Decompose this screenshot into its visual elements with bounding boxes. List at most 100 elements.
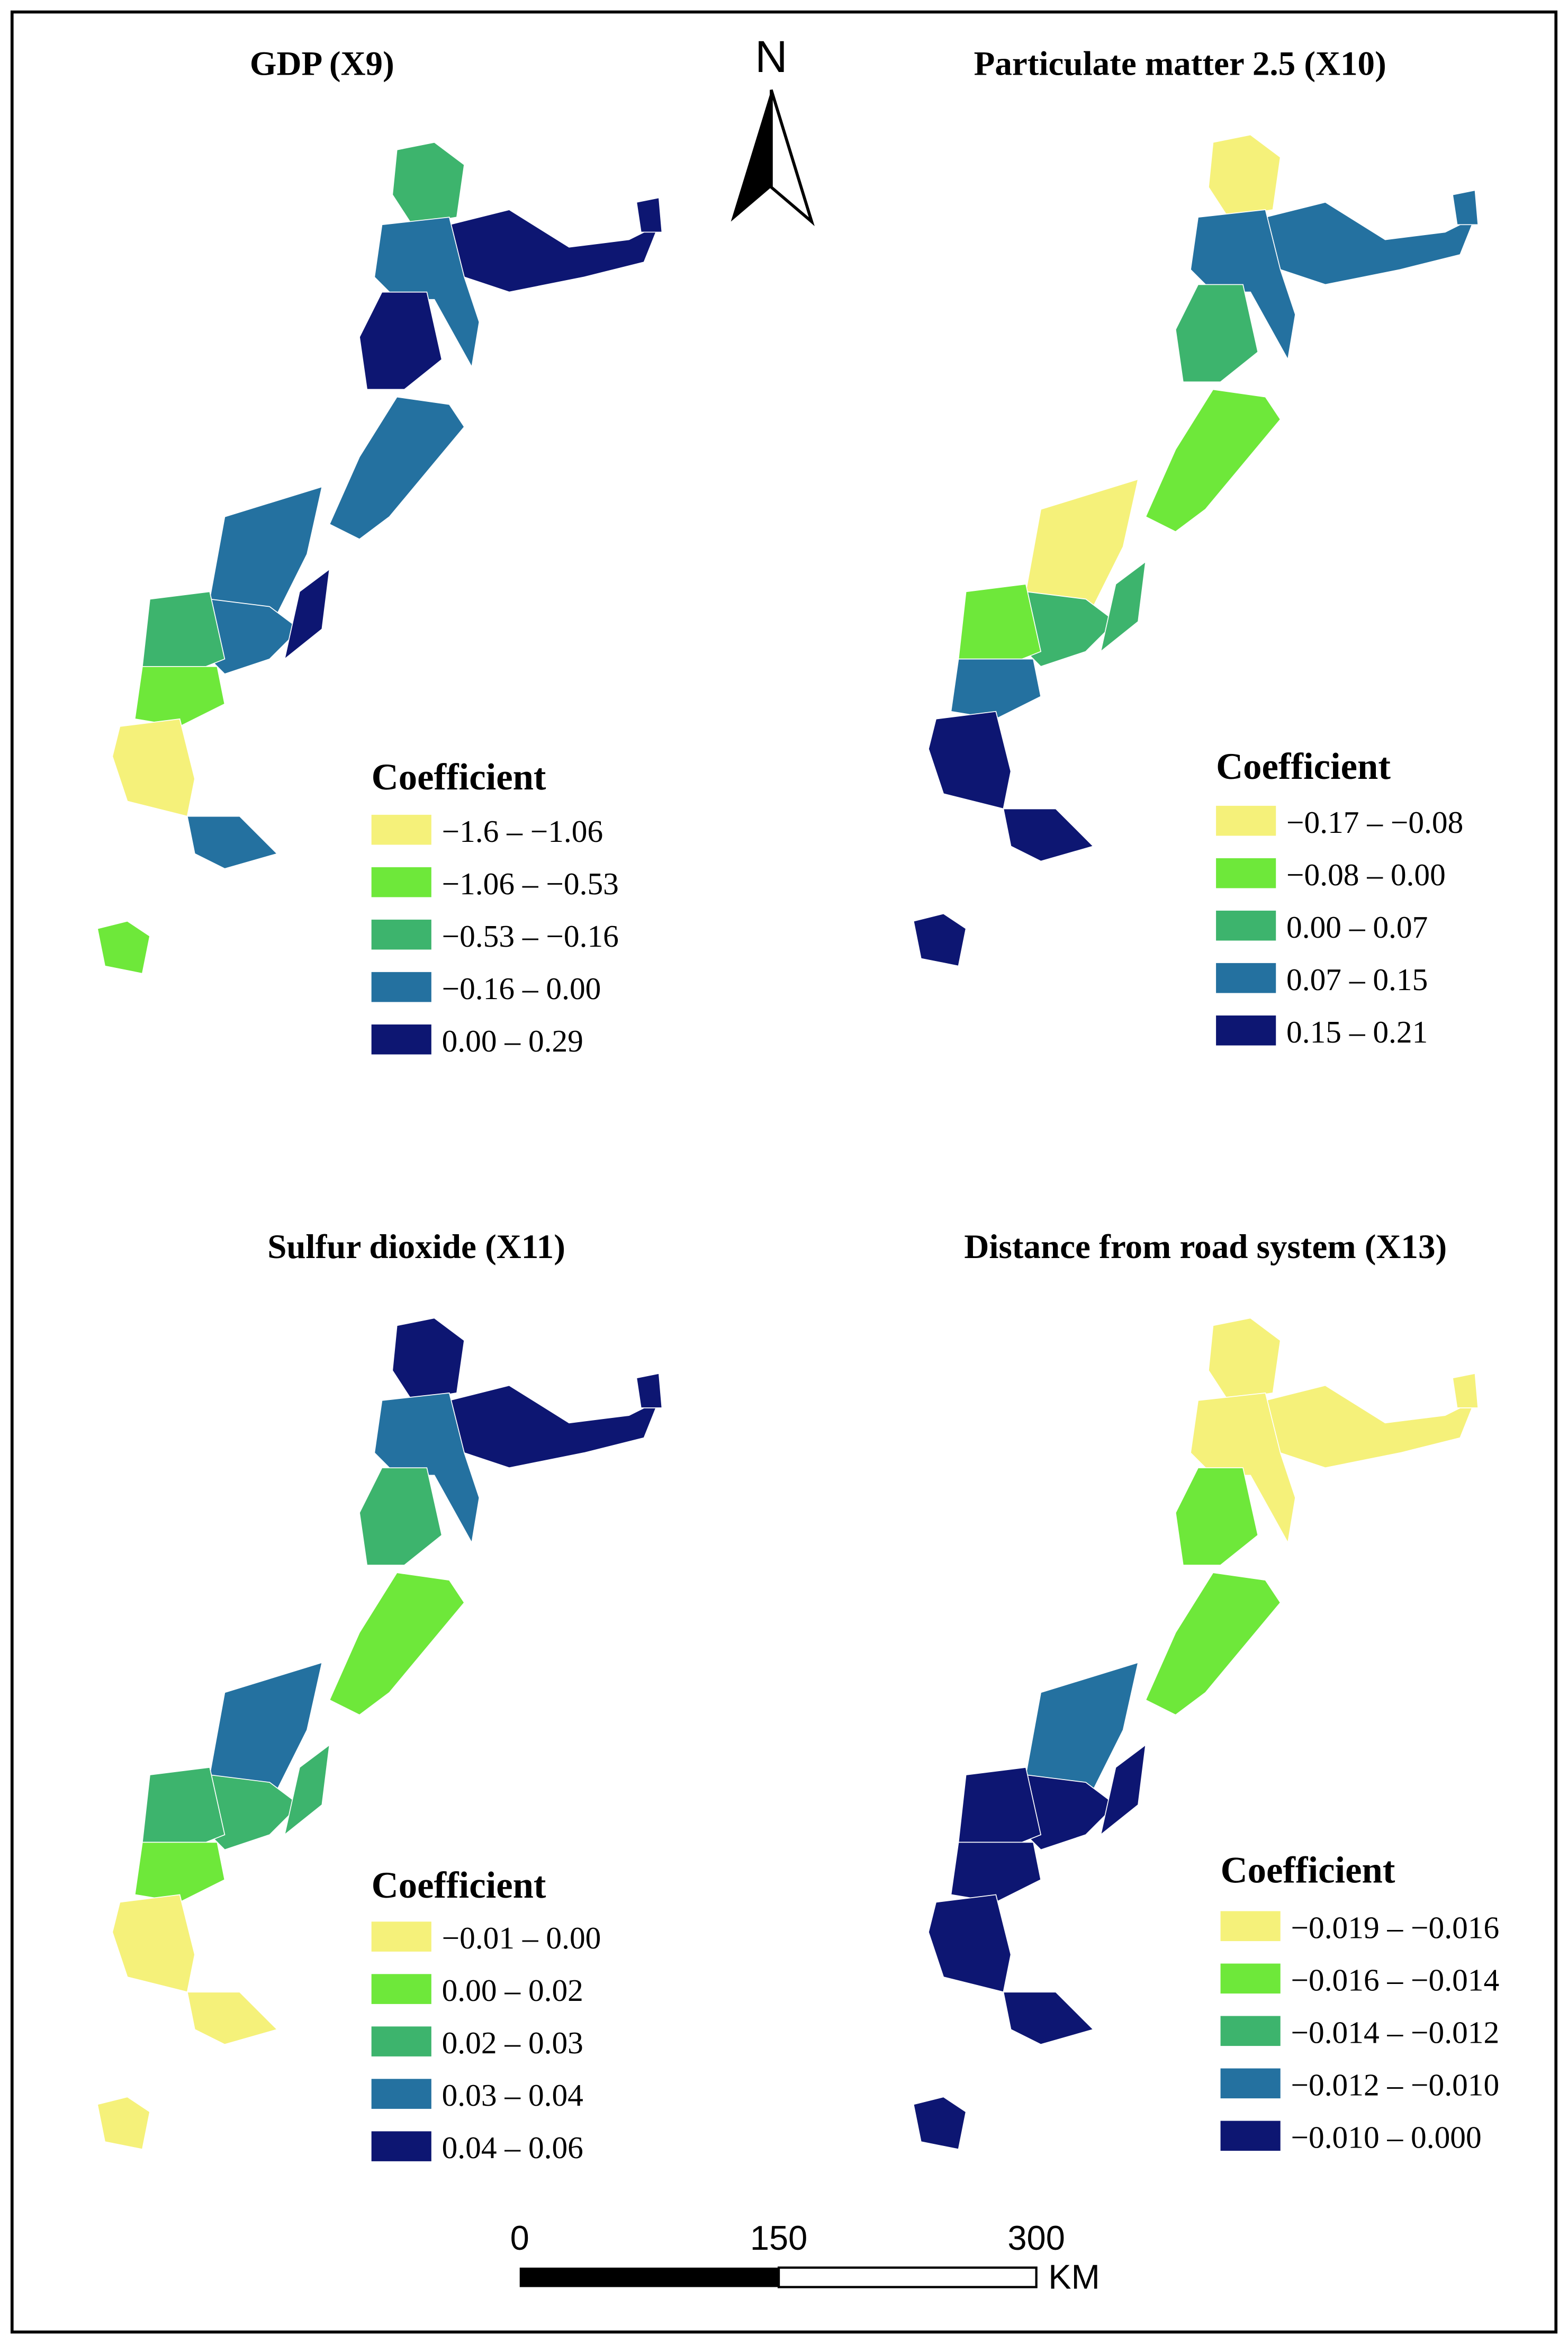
region	[134, 1842, 226, 1903]
legend-label: 0.02 – 0.03	[442, 2025, 583, 2060]
region	[186, 815, 278, 869]
region	[950, 1842, 1042, 1903]
region	[950, 658, 1042, 720]
legend-swatch	[1216, 910, 1276, 941]
frame	[10, 10, 1558, 2334]
legend-label: 0.04 – 0.06	[442, 2130, 583, 2165]
legend-title: Coefficient	[1216, 746, 1391, 787]
region	[1265, 201, 1476, 285]
region	[141, 1766, 226, 1851]
legend-label: 0.15 – 0.21	[1286, 1014, 1428, 1049]
legend-swatch	[371, 919, 431, 950]
legend-swatch	[1220, 2016, 1281, 2046]
legend-title: Coefficient	[372, 757, 546, 798]
legend-label: −0.016 – −0.014	[1291, 1962, 1500, 1997]
region	[1100, 560, 1147, 653]
legend-label: −0.53 – −0.16	[442, 919, 619, 954]
panel-title: Distance from road system (X13)	[964, 1228, 1447, 1266]
legend-swatch	[1220, 2068, 1281, 2099]
region	[1003, 1991, 1094, 2045]
legend-label: −0.16 – 0.00	[442, 971, 601, 1006]
region	[392, 141, 465, 226]
legend-label: −0.01 – 0.00	[442, 1920, 601, 1955]
region	[1175, 1467, 1259, 1566]
legend-label: 0.00 – 0.02	[442, 1973, 583, 2008]
region	[1175, 284, 1259, 383]
region	[329, 1572, 465, 1716]
region	[1452, 190, 1479, 226]
north-label: N	[755, 31, 787, 82]
map	[97, 141, 663, 974]
region	[448, 209, 660, 293]
legend-label: 0.03 – 0.04	[442, 2078, 583, 2113]
map	[913, 134, 1479, 967]
legend-swatch	[371, 2026, 431, 2056]
legend-label: 0.07 – 0.15	[1286, 962, 1428, 997]
scale-white	[777, 2266, 1038, 2288]
region	[284, 1744, 330, 1836]
legend-label: −0.17 – −0.08	[1286, 805, 1463, 840]
region	[1100, 1744, 1147, 1836]
legend-title: Coefficient	[1221, 1850, 1395, 1891]
map-panel: Distance from road system (X13) Coefficie…	[913, 1228, 1500, 2154]
legend-swatch	[371, 1024, 431, 1055]
region	[1265, 1385, 1476, 1469]
region	[958, 583, 1042, 667]
arrow-right	[770, 89, 815, 227]
map	[913, 1317, 1479, 2150]
region	[186, 1991, 278, 2045]
legend-swatch	[371, 814, 431, 845]
legend-label: −0.08 – 0.00	[1286, 857, 1446, 892]
region	[97, 920, 150, 974]
region	[1003, 808, 1094, 862]
region	[134, 666, 226, 727]
region	[141, 591, 226, 675]
legend-label: 0.00 – 0.07	[1286, 910, 1428, 945]
legend-swatch	[371, 1974, 431, 2004]
legend-swatch	[371, 972, 431, 1002]
legend-label: −0.012 – −0.010	[1291, 2067, 1500, 2102]
map-panel: Sulfur dioxide (X11) Coefficient −0.01 – 0…	[97, 1228, 663, 2165]
legend-swatch	[1216, 1015, 1276, 1046]
legend-swatch	[1220, 1911, 1281, 1942]
panel-title: GDP (X9)	[250, 44, 394, 83]
region	[284, 568, 330, 660]
legend-label: −1.06 – −0.53	[442, 866, 619, 901]
region	[392, 1317, 465, 1401]
scale-label: 150	[750, 2219, 808, 2257]
scale-unit: KM	[1048, 2257, 1100, 2296]
region	[1452, 1372, 1479, 1408]
map-panel: Particulate matter 2.5 (X10) Coefficient −…	[913, 44, 1479, 1049]
legend-swatch	[1216, 858, 1276, 888]
region	[913, 913, 967, 967]
region	[1208, 1317, 1281, 1401]
scale-label: 0	[510, 2219, 529, 2257]
region	[913, 2096, 967, 2150]
legend-swatch	[371, 2131, 431, 2161]
region	[636, 197, 663, 233]
scale-black	[519, 2267, 779, 2287]
legend-label: −0.019 – −0.016	[1291, 1910, 1500, 1945]
legend-swatch	[1216, 963, 1276, 993]
legend-swatch	[1220, 2121, 1281, 2151]
legend-swatch	[1220, 1963, 1281, 1994]
region	[359, 291, 443, 390]
scale-label: 300	[1007, 2219, 1065, 2257]
legend-swatch	[371, 2079, 431, 2109]
panel-title: Particulate matter 2.5 (X10)	[974, 44, 1386, 83]
legend-swatch	[1216, 805, 1276, 836]
legend-swatch	[371, 867, 431, 897]
region	[958, 1766, 1042, 1851]
region	[448, 1385, 660, 1469]
region	[329, 396, 465, 540]
legend-swatch	[371, 1921, 431, 1952]
legend-label: −0.010 – 0.000	[1291, 2120, 1482, 2154]
map-panel: GDP (X9) Coefficient −1.6 – −1.06 −1.06 – −…	[97, 44, 663, 1058]
legend-label: 0.00 – 0.29	[442, 1023, 583, 1058]
scale-bar: 0 150 300 KM	[510, 2219, 1100, 2296]
map	[97, 1317, 663, 2150]
legend-label: −1.6 – −1.06	[442, 814, 603, 849]
panel-title: Sulfur dioxide (X11)	[267, 1228, 565, 1266]
